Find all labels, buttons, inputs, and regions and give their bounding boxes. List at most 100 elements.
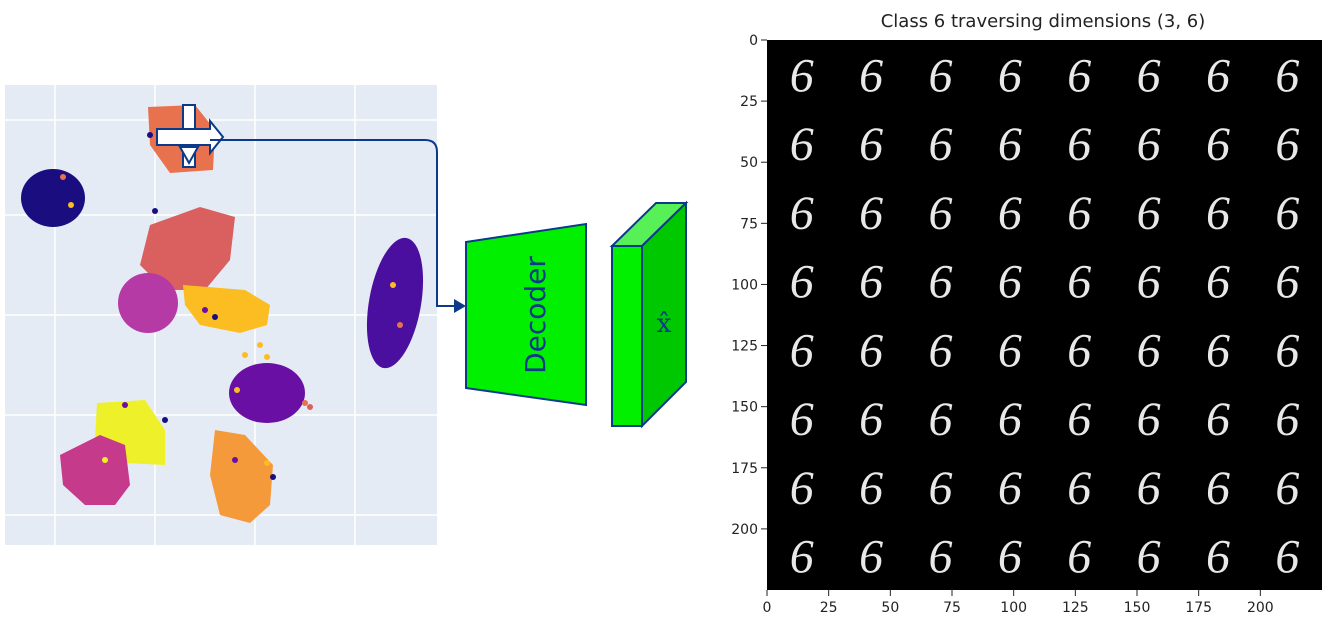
- digit-cell: 6: [1137, 324, 1161, 377]
- latent-to-decoder-arrow: [210, 139, 456, 307]
- digit-cells: 6 6 6 6 6 6 6 66 6 6 6 6 6 6 66 6 6 6 6 6 6 66 6 6 6 6 6 6 66 6 6 6 6 6 6 6…: [790, 49, 1300, 583]
- digit-cell: 6: [790, 49, 814, 102]
- digit-cell: 6: [859, 49, 883, 102]
- output-block: x̂: [609, 200, 689, 429]
- digit-cell: 6: [1067, 49, 1091, 102]
- y-tick-label: 125: [731, 339, 758, 355]
- digit-cell: 6: [1067, 462, 1091, 515]
- x-tick-label: 25: [820, 600, 838, 616]
- output-label: x̂: [657, 309, 672, 339]
- digit-cell: 6: [1275, 118, 1299, 171]
- digit-cell: 6: [998, 118, 1022, 171]
- digit-cell: 6: [859, 187, 883, 240]
- y-axis: 0 25 50 75 100 125 150 175 200: [731, 33, 767, 538]
- digit-cell: 6: [928, 187, 952, 240]
- y-tick-label: 0: [749, 33, 758, 49]
- digit-cell: 6: [790, 118, 814, 171]
- digit-cell: 6: [1206, 49, 1230, 102]
- digit-cell: 6: [998, 187, 1022, 240]
- digit-cell: 6: [928, 462, 952, 515]
- purple-cluster: [229, 363, 305, 423]
- x-tick-label: 50: [881, 600, 899, 616]
- digit-cell: 6: [1067, 324, 1091, 377]
- digit-cell: 6: [1275, 256, 1299, 309]
- digit-cell: 6: [1275, 462, 1299, 515]
- digit-cell: 6: [1275, 393, 1299, 446]
- digit-cell: 6: [790, 256, 814, 309]
- digit-cell: 6: [1067, 531, 1091, 584]
- digit-cell: 6: [998, 324, 1022, 377]
- latent-space-plot: [5, 85, 437, 545]
- digit-cell: 6: [1206, 393, 1230, 446]
- x-tick-label: 200: [1247, 600, 1274, 616]
- y-tick-label: 175: [731, 461, 758, 477]
- decoder-label: Decoder: [519, 256, 552, 374]
- arrowhead-icon: [454, 299, 466, 313]
- scatter-points: [60, 132, 403, 480]
- digit-cell: 6: [859, 118, 883, 171]
- digit-cell: 6: [998, 49, 1022, 102]
- digit-cell: 6: [790, 531, 814, 584]
- y-tick-label: 100: [731, 277, 758, 293]
- yellow-cluster: [183, 285, 270, 333]
- x-tick-label: 125: [1062, 600, 1089, 616]
- digit-cell: 6: [998, 531, 1022, 584]
- digit-cell: 6: [1137, 531, 1161, 584]
- digit-cell: 6: [790, 462, 814, 515]
- digit-cell: 6: [859, 393, 883, 446]
- digit-cell: 6: [928, 324, 952, 377]
- digit-cell: 6: [1137, 49, 1161, 102]
- digit-cell: 6: [1275, 49, 1299, 102]
- navy-cluster: [21, 169, 85, 227]
- image-grid: [767, 40, 1322, 590]
- x-tick-label: 150: [1124, 600, 1151, 616]
- x-tick-label: 75: [943, 600, 961, 616]
- x-axis: 0 25 50 75 100 125 150 175 200: [763, 590, 1274, 616]
- digit-cell: 6: [1206, 256, 1230, 309]
- digit-cell: 6: [1206, 187, 1230, 240]
- y-tick-label: 150: [731, 400, 758, 416]
- digit-cell: 6: [790, 187, 814, 240]
- traversal-cross-icon: [156, 104, 225, 168]
- x-tick-label: 0: [763, 600, 772, 616]
- digit-cell: 6: [790, 393, 814, 446]
- digit-cell: 6: [928, 118, 952, 171]
- digit-cell: 6: [859, 531, 883, 584]
- x-tick-label: 175: [1185, 600, 1212, 616]
- digit-cell: 6: [1067, 256, 1091, 309]
- digit-cell: 6: [928, 393, 952, 446]
- magenta-cluster: [118, 273, 178, 333]
- y-tick-label: 50: [740, 155, 758, 171]
- digit-cell: 6: [1275, 187, 1299, 240]
- digit-cell: 6: [1206, 462, 1230, 515]
- digit-cell: 6: [1137, 393, 1161, 446]
- digit-cell: 6: [1137, 256, 1161, 309]
- digit-cell: 6: [928, 49, 952, 102]
- digit-cell: 6: [1206, 118, 1230, 171]
- digit-cell: 6: [859, 324, 883, 377]
- digit-cell: 6: [1067, 393, 1091, 446]
- digit-cell: 6: [998, 393, 1022, 446]
- digit-cell: 6: [1137, 187, 1161, 240]
- decoder-block: Decoder: [465, 222, 587, 407]
- digit-cell: 6: [928, 531, 952, 584]
- digit-cell: 6: [1206, 531, 1230, 584]
- y-tick-label: 75: [740, 216, 758, 232]
- digit-cell: 6: [998, 462, 1022, 515]
- digit-cell: 6: [859, 256, 883, 309]
- digit-cell: 6: [998, 256, 1022, 309]
- digit-cell: 6: [859, 462, 883, 515]
- y-tick-label: 200: [731, 522, 758, 538]
- x-tick-label: 100: [1000, 600, 1027, 616]
- orange-cluster-bottom: [210, 430, 273, 523]
- digit-cell: 6: [1067, 118, 1091, 171]
- digit-cell: 6: [1275, 324, 1299, 377]
- pink-cluster: [60, 435, 130, 505]
- digit-cell: 6: [1206, 324, 1230, 377]
- digit-cell: 6: [928, 256, 952, 309]
- digit-cell: 6: [1067, 187, 1091, 240]
- y-tick-label: 25: [740, 94, 758, 110]
- figure-title: Class 6 traversing dimensions (3, 6): [881, 11, 1206, 32]
